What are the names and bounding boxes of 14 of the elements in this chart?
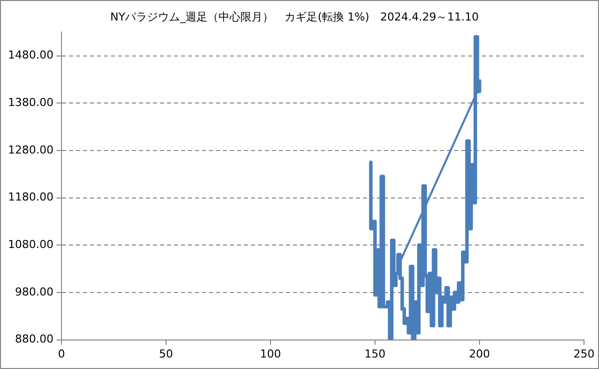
y-tick-label: 880.00: [14, 332, 54, 346]
y-tick-label: 1080.00: [8, 238, 54, 252]
x-tick-label: 0: [58, 347, 65, 360]
chart-title: NYパラジウム_週足（中心限月） カギ足(転換 1%) 2024.4.29～11.10: [110, 10, 479, 24]
x-tick-label: 200: [469, 347, 490, 360]
x-tick-label: 150: [364, 347, 386, 360]
x-tick-label: 250: [574, 347, 594, 360]
y-tick-label: 980.00: [14, 285, 54, 298]
x-tick-label: 100: [260, 347, 281, 360]
y-tick-label: 1380.00: [8, 96, 54, 110]
y-tick-label: 1480.00: [8, 48, 54, 62]
y-tick-label: 1280.00: [8, 143, 54, 156]
x-tick-label: 50: [158, 347, 173, 360]
y-tick-label: 1180.00: [8, 190, 54, 204]
